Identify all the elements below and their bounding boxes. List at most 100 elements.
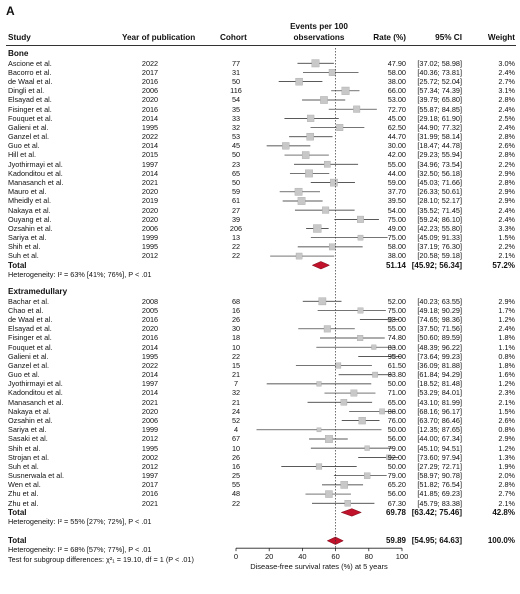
header-study: Study [8, 33, 31, 42]
study-rate: 53.00 [387, 95, 406, 105]
estimate-marker [282, 142, 290, 150]
study-ci: [37.19; 76.30] [417, 242, 462, 252]
study-weight: 2.8% [498, 480, 515, 490]
subgroup-total-weight: 57.2% [492, 260, 515, 270]
study-year: 2020 [141, 205, 159, 215]
study-cohort: 13 [231, 233, 241, 243]
study-cohort: 50 [231, 150, 241, 160]
study-name: Sasaki et al. [8, 434, 48, 444]
study-weight: 2.1% [498, 498, 515, 508]
study-rate: 61.50 [387, 360, 406, 370]
study-rate: 67.30 [387, 498, 406, 508]
study-weight: 1.1% [498, 342, 515, 352]
x-tick-label: 40 [298, 552, 306, 561]
study-rate: 38.00 [387, 77, 406, 87]
estimate-marker [305, 169, 313, 178]
estimate-marker [357, 307, 364, 314]
study-weight: 2.4% [498, 122, 515, 132]
study-name: Bacorro et al. [8, 67, 52, 77]
study-name: Galieni et al. [8, 351, 49, 361]
study-ci: [41.85; 69.23] [417, 489, 462, 499]
study-weight: 1.8% [498, 333, 515, 343]
study-weight: 2.4% [498, 205, 515, 215]
study-cohort: 68 [231, 296, 241, 306]
study-cohort: 53 [231, 132, 241, 142]
study-year: 2014 [141, 168, 159, 178]
overall-heterogeneity: Heterogeneity: I² = 68% [57%; 77%], P < … [8, 545, 152, 555]
study-ci: [45.10; 94.51] [417, 443, 462, 453]
study-ci: [29.23; 55.94] [417, 150, 462, 160]
study-cohort: 22 [231, 242, 241, 252]
study-rate: 88.00 [387, 406, 406, 416]
study-weight: 2.3% [498, 388, 515, 398]
study-cohort: 59 [231, 187, 241, 197]
header-rate: Rate (%) [373, 33, 406, 42]
estimate-marker [379, 408, 385, 415]
study-rate: 71.00 [387, 388, 406, 398]
study-ci: [74.65; 98.36] [417, 315, 462, 325]
study-year: 2015 [141, 150, 159, 160]
study-name: Zhu et al. [8, 489, 39, 499]
x-tick-label: 0 [234, 552, 238, 561]
study-cohort: 31 [231, 67, 241, 77]
study-year: 2008 [141, 296, 159, 306]
study-year: 2017 [141, 480, 159, 490]
study-rate: 59.00 [387, 178, 406, 188]
overall-total-weight: 100.0% [487, 536, 515, 546]
study-year: 2017 [141, 67, 159, 77]
study-name: Chao et al. [8, 305, 44, 315]
study-year: 2021 [141, 498, 159, 508]
study-rate: 47.90 [387, 58, 406, 68]
study-cohort: 67 [231, 434, 241, 444]
study-year: 2020 [141, 187, 159, 197]
study-rate: 95.00 [387, 351, 406, 361]
study-ci: [35.52; 71.45] [417, 205, 462, 215]
estimate-marker [301, 151, 310, 159]
study-weight: 0.8% [498, 351, 515, 361]
estimate-marker [340, 481, 348, 489]
subgroup-total-rate: 69.78 [385, 507, 406, 517]
study-cohort: 206 [229, 223, 243, 233]
study-rate: 49.00 [387, 223, 406, 233]
study-rate: 56.00 [387, 434, 406, 444]
study-name: Nakaya et al. [8, 406, 51, 416]
study-name: Manasanch et al. [8, 178, 64, 188]
study-weight: 1.2% [498, 315, 515, 325]
study-cohort: 32 [231, 388, 241, 398]
study-name: Zhu et al. [8, 498, 39, 508]
study-cohort: 22 [231, 498, 241, 508]
study-ci: [25.72; 52.04] [417, 77, 462, 87]
study-cohort: 45 [231, 141, 241, 151]
study-ci: [53.29; 84.01] [417, 388, 462, 398]
estimate-marker [387, 317, 393, 323]
study-name: Guo et al. [8, 141, 40, 151]
study-year: 2006 [141, 416, 159, 426]
estimate-marker [357, 234, 364, 241]
study-year: 2005 [141, 305, 159, 315]
estimate-marker [335, 362, 342, 369]
study-ci: [27.29; 72.71] [417, 461, 462, 471]
subgroup-total-ci: [45.92; 56.34] [411, 260, 462, 270]
study-weight: 2.9% [498, 187, 515, 197]
study-rate: 50.00 [387, 379, 406, 389]
study-cohort: 35 [231, 104, 241, 114]
study-ci: [73.64; 99.23] [417, 351, 462, 361]
study-name: de Waal et al. [8, 77, 53, 87]
study-name: Dingli et al. [8, 86, 45, 96]
study-cohort: 25 [231, 471, 241, 481]
study-ci: [26.33; 50.61] [417, 187, 462, 197]
estimate-marker [297, 197, 306, 205]
study-year: 2014 [141, 370, 159, 380]
study-year: 2012 [141, 434, 159, 444]
study-year: 1997 [141, 471, 159, 481]
study-year: 2022 [141, 58, 159, 68]
study-year: 2012 [141, 461, 159, 471]
study-name: Susnerwala et al. [8, 471, 64, 481]
study-year: 1999 [141, 425, 159, 435]
study-year: 1997 [141, 379, 159, 389]
subgroup-pooled-diamond [311, 261, 331, 270]
estimate-marker [320, 96, 328, 104]
study-rate: 65.00 [387, 397, 406, 407]
study-name: Ascione et al. [8, 58, 52, 68]
study-cohort: 7 [233, 379, 239, 389]
